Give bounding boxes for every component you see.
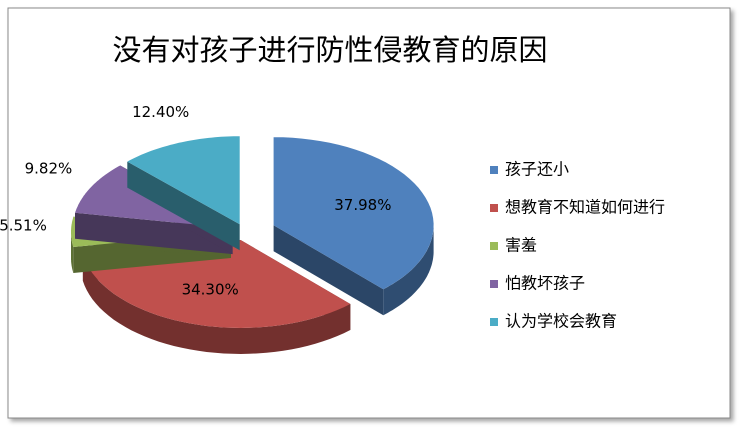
data-label: 34.30% (182, 281, 239, 299)
legend-label: 孩子还小 (505, 160, 569, 179)
legend-swatch (490, 242, 498, 250)
data-label: 5.51% (0, 216, 47, 234)
slice-wall (273, 225, 384, 316)
slice-wall (127, 161, 240, 251)
slice (273, 137, 434, 290)
legend-label: 害羞 (505, 236, 537, 255)
legend-label: 认为学校会教育 (505, 312, 617, 331)
data-label: 12.40% (132, 103, 189, 121)
legend-swatch (490, 318, 498, 326)
slice (127, 136, 240, 225)
legend-swatch (490, 280, 498, 288)
data-label: 37.98% (334, 196, 391, 214)
slice-wall (75, 212, 233, 255)
slice-side (383, 225, 434, 316)
slice-side (71, 232, 74, 273)
slice-side (82, 255, 351, 354)
legend-label: 想教育不知道如何进行 (505, 198, 665, 217)
chart-title: 没有对孩子进行防性侵教育的原因 (112, 33, 547, 67)
data-label: 9.82% (25, 159, 73, 177)
legend-swatch (490, 166, 498, 174)
legend-swatch (490, 204, 498, 212)
legend-label: 怕教坏孩子 (505, 274, 585, 293)
